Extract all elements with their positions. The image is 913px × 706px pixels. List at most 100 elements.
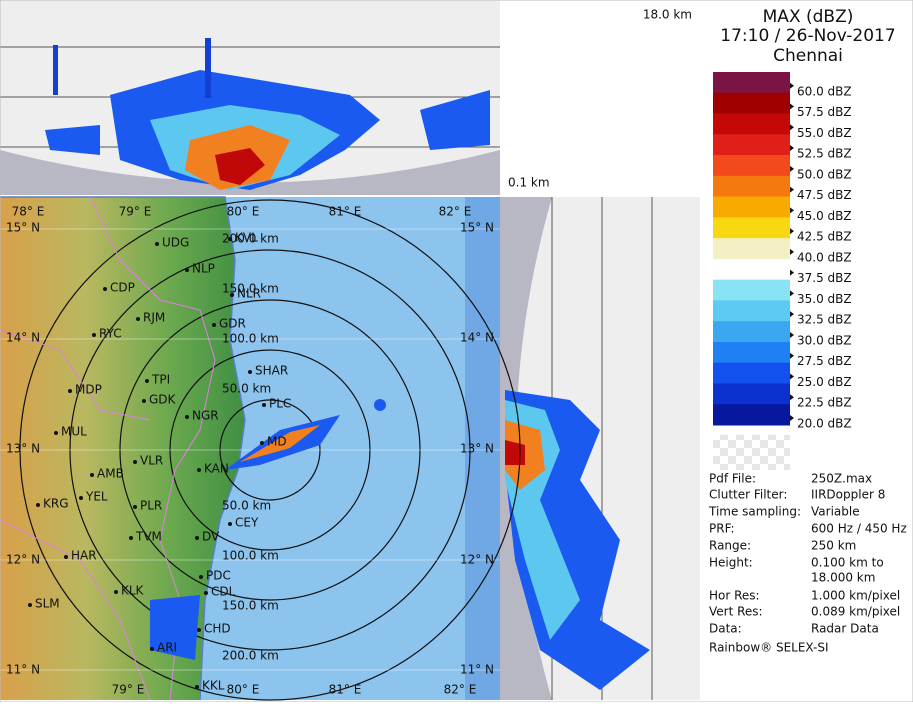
city-label: AMB	[97, 467, 124, 481]
city-label: SLM	[35, 597, 60, 611]
range-label: 100.0 km	[222, 549, 279, 563]
latitude-label: 15° N	[6, 221, 40, 235]
city-label: KRG	[43, 497, 69, 511]
legend-pointer	[790, 82, 794, 89]
city-dot	[133, 460, 137, 464]
city-dot	[212, 323, 216, 327]
legend-label: 22.5 dBZ	[797, 396, 852, 410]
legend-label: 20.0 dBZ	[797, 417, 852, 431]
city-dot	[114, 590, 118, 594]
city-label: CDL	[211, 585, 236, 599]
city-label: VLR	[140, 454, 163, 468]
longitude-label: 81° E	[329, 683, 362, 697]
longitude-label: 80° E	[227, 205, 260, 219]
top-height: 18.0 km	[643, 8, 692, 22]
range-label: 50.0 km	[222, 499, 271, 513]
range-label: 200.0 km	[222, 232, 279, 246]
legend-pointer	[790, 352, 794, 359]
legend-swatch	[713, 196, 790, 218]
range-label: 150.0 km	[222, 599, 279, 613]
legend-swatch	[713, 72, 790, 94]
info-value: Radar Data	[811, 622, 879, 636]
legend-label: 55.0 dBZ	[797, 126, 852, 140]
legend-swatch	[713, 155, 790, 177]
city-label: MDP	[75, 383, 102, 397]
city-label: KAN	[204, 462, 229, 476]
city-dot	[54, 431, 58, 435]
city-dot	[195, 685, 199, 689]
legend-pointer	[790, 415, 794, 421]
legend-pointer	[790, 269, 794, 276]
legend-swatch	[713, 113, 790, 135]
legend-swatch	[713, 238, 790, 260]
legend-swatch	[713, 300, 790, 322]
city-dot	[155, 242, 159, 246]
map	[0, 196, 521, 701]
info-value: 250 km	[811, 539, 856, 553]
info-key: Range:	[709, 539, 751, 553]
info-key: Time sampling:	[708, 505, 801, 519]
legend-label: 35.0 dBZ	[797, 292, 852, 306]
city-label: YEL	[85, 490, 108, 504]
legend-pointer	[790, 207, 794, 214]
legend-pointer	[790, 373, 794, 380]
latitude-label: 15° N	[460, 221, 494, 235]
longitude-label: 82° E	[444, 683, 477, 697]
legend-label: 42.5 dBZ	[797, 230, 852, 244]
longitude-label: 79° E	[119, 205, 152, 219]
range-rings	[19, 199, 521, 701]
legend-label: 32.5 dBZ	[797, 313, 852, 327]
top-section	[0, 0, 500, 195]
city-dot	[228, 522, 232, 526]
info-key: Hor Res:	[709, 589, 760, 603]
city-dot	[36, 503, 40, 507]
title-datetime: 17:10 / 26-Nov-2017	[720, 26, 895, 46]
city-dot	[204, 591, 208, 595]
city-label: NLP	[192, 262, 215, 276]
info-value: 250Z.max	[811, 472, 872, 486]
legend-pointer	[790, 145, 794, 152]
latitude-label: 13° N	[6, 442, 40, 456]
legend-pointer	[790, 394, 794, 401]
latitude-label: 12° N	[6, 553, 40, 567]
info-value: Variable	[811, 505, 860, 519]
latitude-label: 14° N	[460, 331, 494, 345]
city-label: RJM	[143, 311, 165, 325]
city-label: NGR	[192, 409, 219, 423]
legend-swatch	[713, 321, 790, 343]
city-dot	[185, 415, 189, 419]
city-dot	[79, 496, 83, 500]
legend-pointer	[790, 124, 794, 131]
title-product: MAX (dBZ)	[763, 7, 854, 27]
latitude-label: 14° N	[6, 331, 40, 345]
city-label: PLC	[269, 397, 291, 411]
legend-pointer	[790, 248, 794, 255]
info-value: 18.000 km	[811, 571, 875, 585]
city-label: RYC	[99, 327, 122, 341]
city-label: TVM	[135, 530, 162, 544]
footer: Rainbow® SELEX-SI	[709, 641, 829, 655]
city-label: GDR	[219, 317, 246, 331]
legend-label: 27.5 dBZ	[797, 354, 852, 368]
city-dot	[103, 287, 107, 291]
legend-swatch	[713, 341, 790, 364]
city-label: MUL	[61, 425, 87, 439]
legend-pointer	[790, 186, 794, 193]
city-dot	[133, 505, 137, 509]
city-label: KLK	[121, 584, 145, 598]
city-dot	[90, 473, 94, 477]
legend-label: 45.0 dBZ	[797, 209, 852, 223]
legend-swatch	[713, 383, 790, 405]
right-section	[500, 197, 700, 700]
legend-swatch	[713, 279, 790, 301]
city-dot	[129, 536, 133, 540]
city-label: SHAR	[255, 364, 288, 378]
info-key: Height:	[709, 556, 753, 570]
legend-pointer	[790, 311, 794, 318]
range-label: 150.0 km	[222, 282, 279, 296]
legend-swatch	[713, 217, 790, 239]
city-dot	[64, 555, 68, 559]
legend-swatch	[713, 134, 790, 156]
city-dot	[28, 603, 32, 607]
